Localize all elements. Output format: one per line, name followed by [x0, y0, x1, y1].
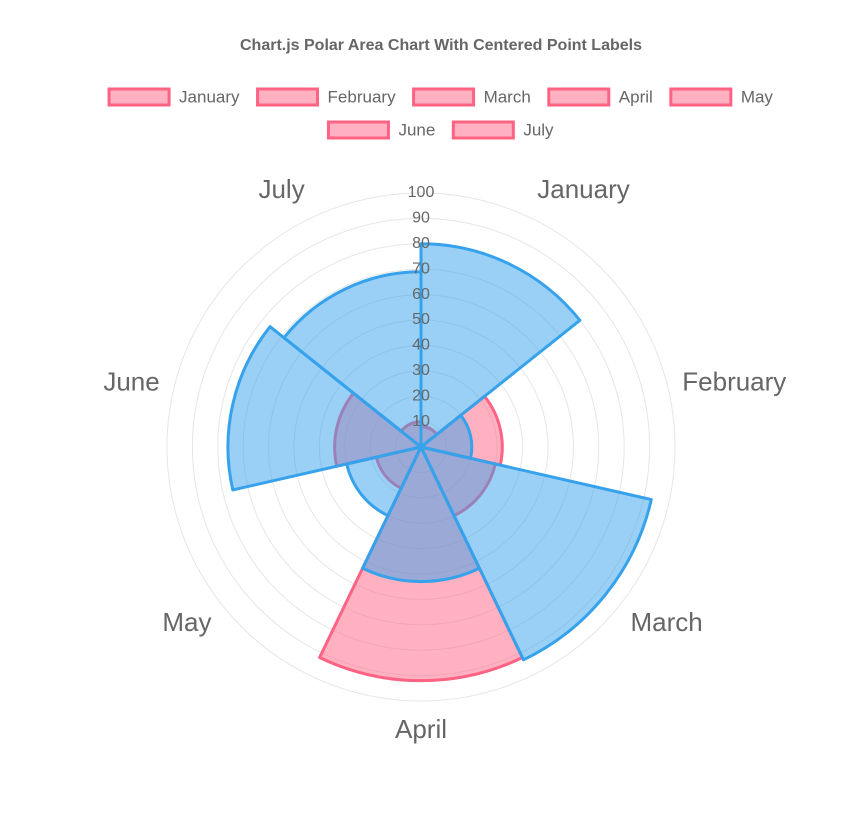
point-label: May [162, 607, 211, 637]
legend-item: May [669, 87, 774, 107]
point-label: March [631, 607, 703, 637]
r-tick-label: 100 [408, 184, 435, 201]
legend-item: July [451, 120, 554, 140]
r-tick-label: 50 [412, 311, 430, 328]
sector [361, 445, 481, 584]
sector [282, 270, 423, 449]
point-label: June [103, 367, 159, 397]
r-tick-label: 60 [412, 286, 430, 303]
grid-circle [166, 192, 676, 702]
legend-swatch [326, 120, 390, 140]
r-tick-label: 90 [412, 210, 430, 227]
legend-label: June [398, 120, 435, 139]
sector [419, 445, 653, 662]
r-tick-label: 70 [412, 260, 430, 277]
sector [345, 445, 423, 518]
r-tick-label: 30 [412, 362, 430, 379]
legend-swatch [669, 87, 733, 107]
legend-swatch [547, 87, 611, 107]
legend-item: January [107, 87, 240, 107]
r-tick-label: 80 [412, 235, 430, 252]
legend-swatch [412, 87, 476, 107]
legend: January February March April May June July [107, 87, 774, 140]
legend-swatch [107, 87, 171, 107]
point-label: February [682, 367, 786, 397]
legend-item: April [547, 87, 653, 107]
point-label: January [537, 174, 630, 204]
legend-label: July [523, 120, 554, 139]
sector [419, 242, 582, 449]
legend-item: February [256, 87, 397, 107]
legend-label: January [179, 87, 240, 106]
legend-label: April [619, 87, 653, 106]
r-tick-label: 40 [412, 337, 430, 354]
point-label: July [258, 174, 304, 204]
chart-title: Chart.js Polar Area Chart With Centered … [240, 37, 642, 54]
r-tick-label: 10 [412, 413, 430, 430]
legend-swatch [451, 120, 515, 140]
legend-item: June [326, 120, 435, 140]
sector [226, 325, 423, 492]
legend-label: May [741, 87, 774, 106]
legend-label: March [484, 87, 531, 106]
legend-label: February [328, 87, 397, 106]
legend-item: March [412, 87, 531, 107]
point-label: April [395, 714, 447, 744]
legend-swatch [256, 87, 320, 107]
r-tick-label: 20 [412, 387, 430, 404]
